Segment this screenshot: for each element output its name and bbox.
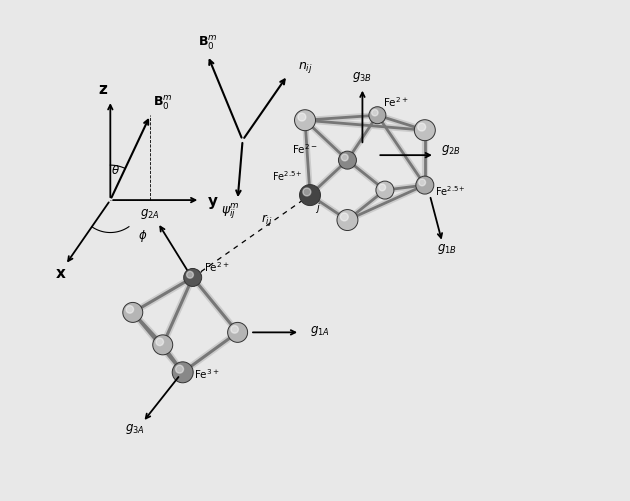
Circle shape (295, 111, 316, 131)
Text: Fe$^{2+}$: Fe$^{2+}$ (384, 95, 410, 109)
Circle shape (152, 335, 173, 355)
Circle shape (172, 362, 193, 383)
Circle shape (186, 272, 193, 279)
Circle shape (338, 152, 357, 170)
Circle shape (372, 110, 378, 117)
Text: $j$: $j$ (315, 201, 321, 214)
Text: x: x (55, 266, 66, 281)
Text: $g_{1B}$: $g_{1B}$ (437, 241, 457, 256)
Circle shape (303, 188, 311, 196)
Circle shape (376, 182, 394, 200)
Text: $\mathbf{B}_0^m$: $\mathbf{B}_0^m$ (198, 35, 217, 52)
Circle shape (419, 180, 425, 186)
Text: Fe$^{2-}$: Fe$^{2-}$ (292, 142, 318, 155)
Text: Fe$^{2.5+}$: Fe$^{2.5+}$ (435, 184, 466, 198)
Circle shape (340, 213, 348, 221)
Text: $n_{ij}$: $n_{ij}$ (297, 60, 312, 75)
Circle shape (379, 184, 386, 191)
Circle shape (337, 210, 358, 231)
Text: Fe$^{2+}$: Fe$^{2+}$ (203, 260, 229, 274)
Text: Fe$^{2.5+}$: Fe$^{2.5+}$ (272, 169, 302, 183)
Circle shape (156, 338, 164, 346)
Text: $g_{1A}$: $g_{1A}$ (310, 323, 329, 337)
Circle shape (299, 185, 321, 206)
Text: $g_{3B}$: $g_{3B}$ (352, 70, 372, 84)
Circle shape (126, 306, 134, 314)
Text: Fe$^{3+}$: Fe$^{3+}$ (193, 367, 219, 381)
Text: $\theta$: $\theta$ (112, 164, 120, 177)
Circle shape (369, 108, 386, 124)
Text: $g_{2B}$: $g_{2B}$ (441, 143, 461, 157)
Circle shape (184, 269, 202, 287)
Circle shape (415, 120, 435, 141)
Circle shape (123, 303, 143, 323)
Text: $r_{ij}$: $r_{ij}$ (261, 212, 272, 228)
Circle shape (176, 365, 183, 373)
Text: y: y (208, 193, 218, 208)
Text: $g_{2A}$: $g_{2A}$ (140, 206, 160, 220)
Circle shape (227, 323, 248, 343)
Text: $i$: $i$ (198, 270, 202, 282)
Circle shape (298, 114, 306, 122)
Circle shape (231, 326, 238, 334)
Circle shape (418, 124, 426, 132)
Circle shape (341, 155, 348, 161)
Text: $\psi_{ij}^m$: $\psi_{ij}^m$ (220, 201, 239, 221)
Circle shape (416, 177, 434, 195)
Text: $\mathbf{B}_0^m$: $\mathbf{B}_0^m$ (152, 94, 173, 112)
Text: z: z (98, 82, 107, 97)
Text: $g_{3A}$: $g_{3A}$ (125, 421, 145, 435)
Text: $\phi$: $\phi$ (138, 227, 147, 243)
